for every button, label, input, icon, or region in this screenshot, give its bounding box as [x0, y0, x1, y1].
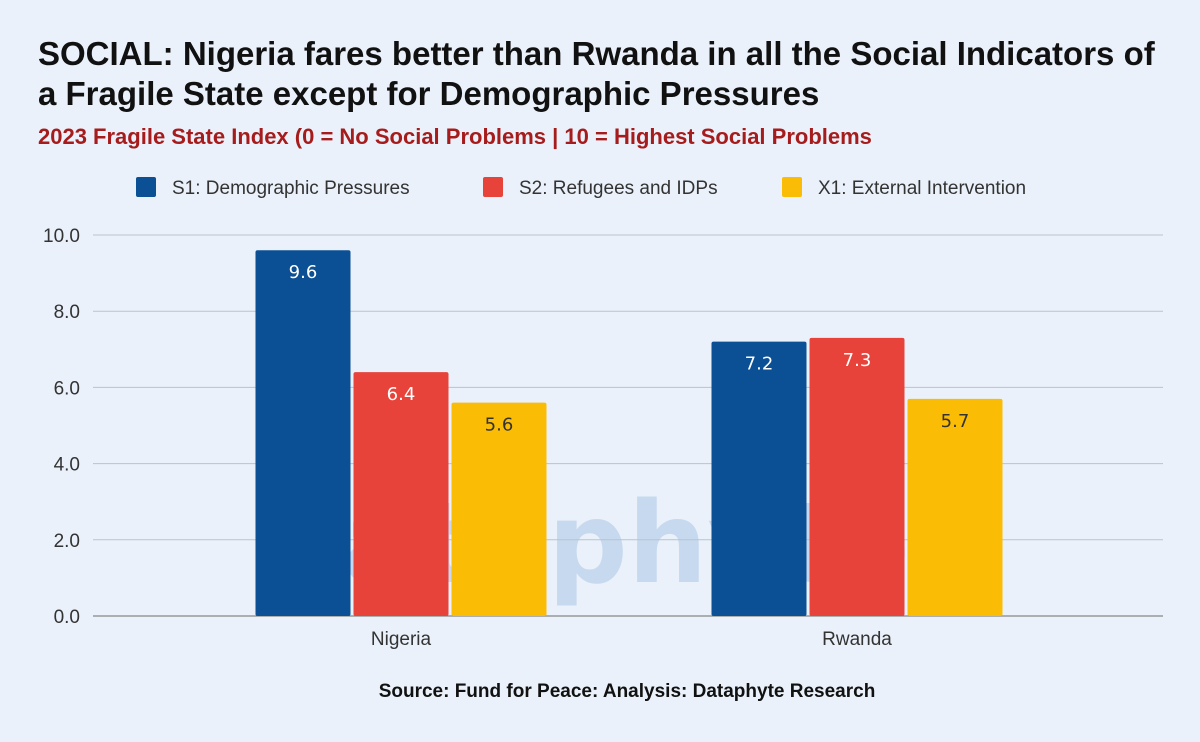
y-tick-label: 10.0	[43, 226, 80, 247]
data-label: 5.6	[485, 415, 514, 436]
chart-subtitle: 2023 Fragile State Index (0 = No Social …	[38, 124, 872, 149]
bar	[451, 402, 547, 616]
y-tick-label: 4.0	[54, 455, 80, 476]
bar	[353, 372, 449, 616]
legend-swatch	[782, 177, 802, 197]
legend-label: S2: Refugees and IDPs	[519, 178, 718, 199]
data-label: 9.6	[289, 262, 318, 283]
y-tick-label: 8.0	[54, 302, 80, 323]
y-tick-label: 2.0	[54, 531, 80, 552]
x-category-label: Nigeria	[371, 629, 432, 650]
y-tick-label: 0.0	[54, 607, 80, 628]
data-label: 6.4	[387, 384, 416, 405]
chart-title: SOCIAL: Nigeria fares better than Rwanda…	[38, 35, 1155, 112]
data-label: 5.7	[941, 411, 970, 432]
legend-label: S1: Demographic Pressures	[172, 178, 410, 199]
legend: S1: Demographic Pressures S2: Refugees an…	[136, 177, 1026, 199]
legend-swatch	[136, 177, 156, 197]
y-tick-label: 6.0	[54, 378, 80, 399]
data-label: 7.2	[745, 354, 774, 375]
source-note: Source: Fund for Peace: Analysis: Dataph…	[378, 681, 876, 702]
bar	[711, 341, 807, 616]
bar	[255, 250, 351, 617]
bar-series: 9.6 6.4 5.6 7.2 7.3 5.7	[255, 250, 1003, 617]
bar	[907, 398, 1003, 616]
data-label: 7.3	[843, 350, 872, 371]
bar	[809, 337, 905, 616]
legend-swatch	[483, 177, 503, 197]
axes: 0.0 2.0 4.0 6.0 8.0 10.0 Nigeria Rwanda	[43, 226, 892, 650]
x-category-label: Rwanda	[822, 629, 892, 650]
legend-label: X1: External Intervention	[818, 178, 1026, 199]
